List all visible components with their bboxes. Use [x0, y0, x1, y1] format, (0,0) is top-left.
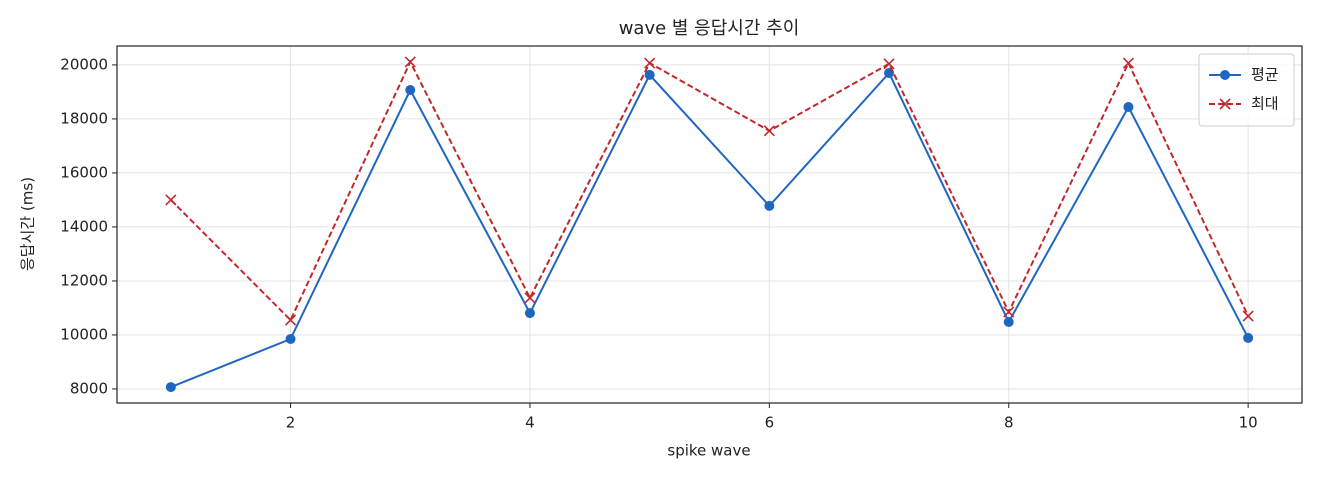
data-point	[1003, 316, 1014, 327]
y-tick-label: 14000	[60, 217, 108, 235]
data-point	[524, 308, 535, 319]
y-tick-label: 18000	[60, 109, 108, 127]
data-point	[1123, 102, 1134, 113]
x-tick-label: 4	[525, 414, 535, 432]
y-tick-label: 10000	[60, 325, 108, 343]
x-tick-label: 2	[286, 414, 296, 432]
data-point	[764, 200, 775, 211]
data-point	[1003, 306, 1015, 318]
series-line	[170, 71, 1250, 388]
data-point	[165, 382, 176, 393]
y-tick-label: 8000	[70, 379, 108, 397]
plot-frame	[116, 45, 1303, 404]
x-tick-label: 6	[765, 414, 775, 432]
data-point	[165, 194, 177, 206]
data-point	[524, 292, 536, 304]
x-tick-label: 10	[1239, 414, 1258, 432]
legend-marker	[1220, 70, 1230, 80]
data-point	[405, 85, 416, 96]
data-point	[1243, 332, 1254, 343]
data-point	[883, 58, 895, 70]
x-axis-label: spike wave	[667, 442, 750, 460]
data-point	[285, 333, 296, 344]
y-tick-label: 16000	[60, 163, 108, 181]
y-tick-label: 20000	[60, 55, 108, 73]
data-point	[644, 69, 655, 80]
data-point	[763, 125, 775, 137]
data-point	[284, 314, 297, 326]
series-line	[170, 59, 1250, 322]
y-axis-label: 응답시간 (ms)	[19, 177, 37, 271]
data-point	[644, 57, 656, 69]
legend-box	[1198, 53, 1295, 127]
chart-title: wave 별 응답시간 추이	[619, 18, 800, 39]
data-point	[1242, 310, 1254, 322]
y-tick-label: 12000	[60, 271, 108, 289]
data-point	[1122, 57, 1135, 69]
legend-marker	[1219, 98, 1231, 110]
legend-label: 최대	[1251, 95, 1279, 113]
data-point	[404, 56, 416, 68]
x-tick-label: 8	[1004, 414, 1014, 432]
legend-label: 평균	[1251, 66, 1279, 84]
